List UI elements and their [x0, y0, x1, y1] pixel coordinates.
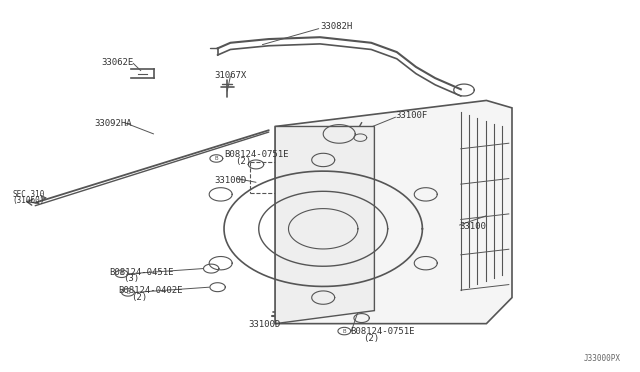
Text: B08124-0451E: B08124-0451E: [109, 268, 173, 277]
Text: 33100: 33100: [460, 222, 486, 231]
Text: SEC.310: SEC.310: [13, 190, 45, 199]
Text: B: B: [214, 156, 218, 161]
Text: B: B: [120, 271, 124, 276]
Polygon shape: [275, 100, 512, 324]
Text: (31060): (31060): [13, 196, 45, 205]
Text: 33100F: 33100F: [396, 111, 428, 120]
Text: B: B: [342, 328, 346, 334]
Text: 33092HA: 33092HA: [95, 119, 132, 128]
Text: 33062E: 33062E: [101, 58, 133, 67]
Text: (2): (2): [236, 157, 252, 166]
Text: (3): (3): [123, 275, 139, 283]
Text: B08124-0751E: B08124-0751E: [351, 327, 415, 336]
Text: J33000PX: J33000PX: [584, 354, 621, 363]
Text: B08124-0402E: B08124-0402E: [118, 286, 183, 295]
Text: (2): (2): [364, 334, 380, 343]
Text: 33082H: 33082H: [320, 22, 352, 31]
Text: B08124-0751E: B08124-0751E: [224, 150, 289, 159]
Text: (2): (2): [131, 293, 147, 302]
Text: B: B: [126, 290, 130, 295]
Polygon shape: [275, 126, 374, 324]
Text: 33100D: 33100D: [248, 320, 280, 329]
Text: 33100D: 33100D: [214, 176, 246, 185]
Text: 31067X: 31067X: [214, 71, 246, 80]
